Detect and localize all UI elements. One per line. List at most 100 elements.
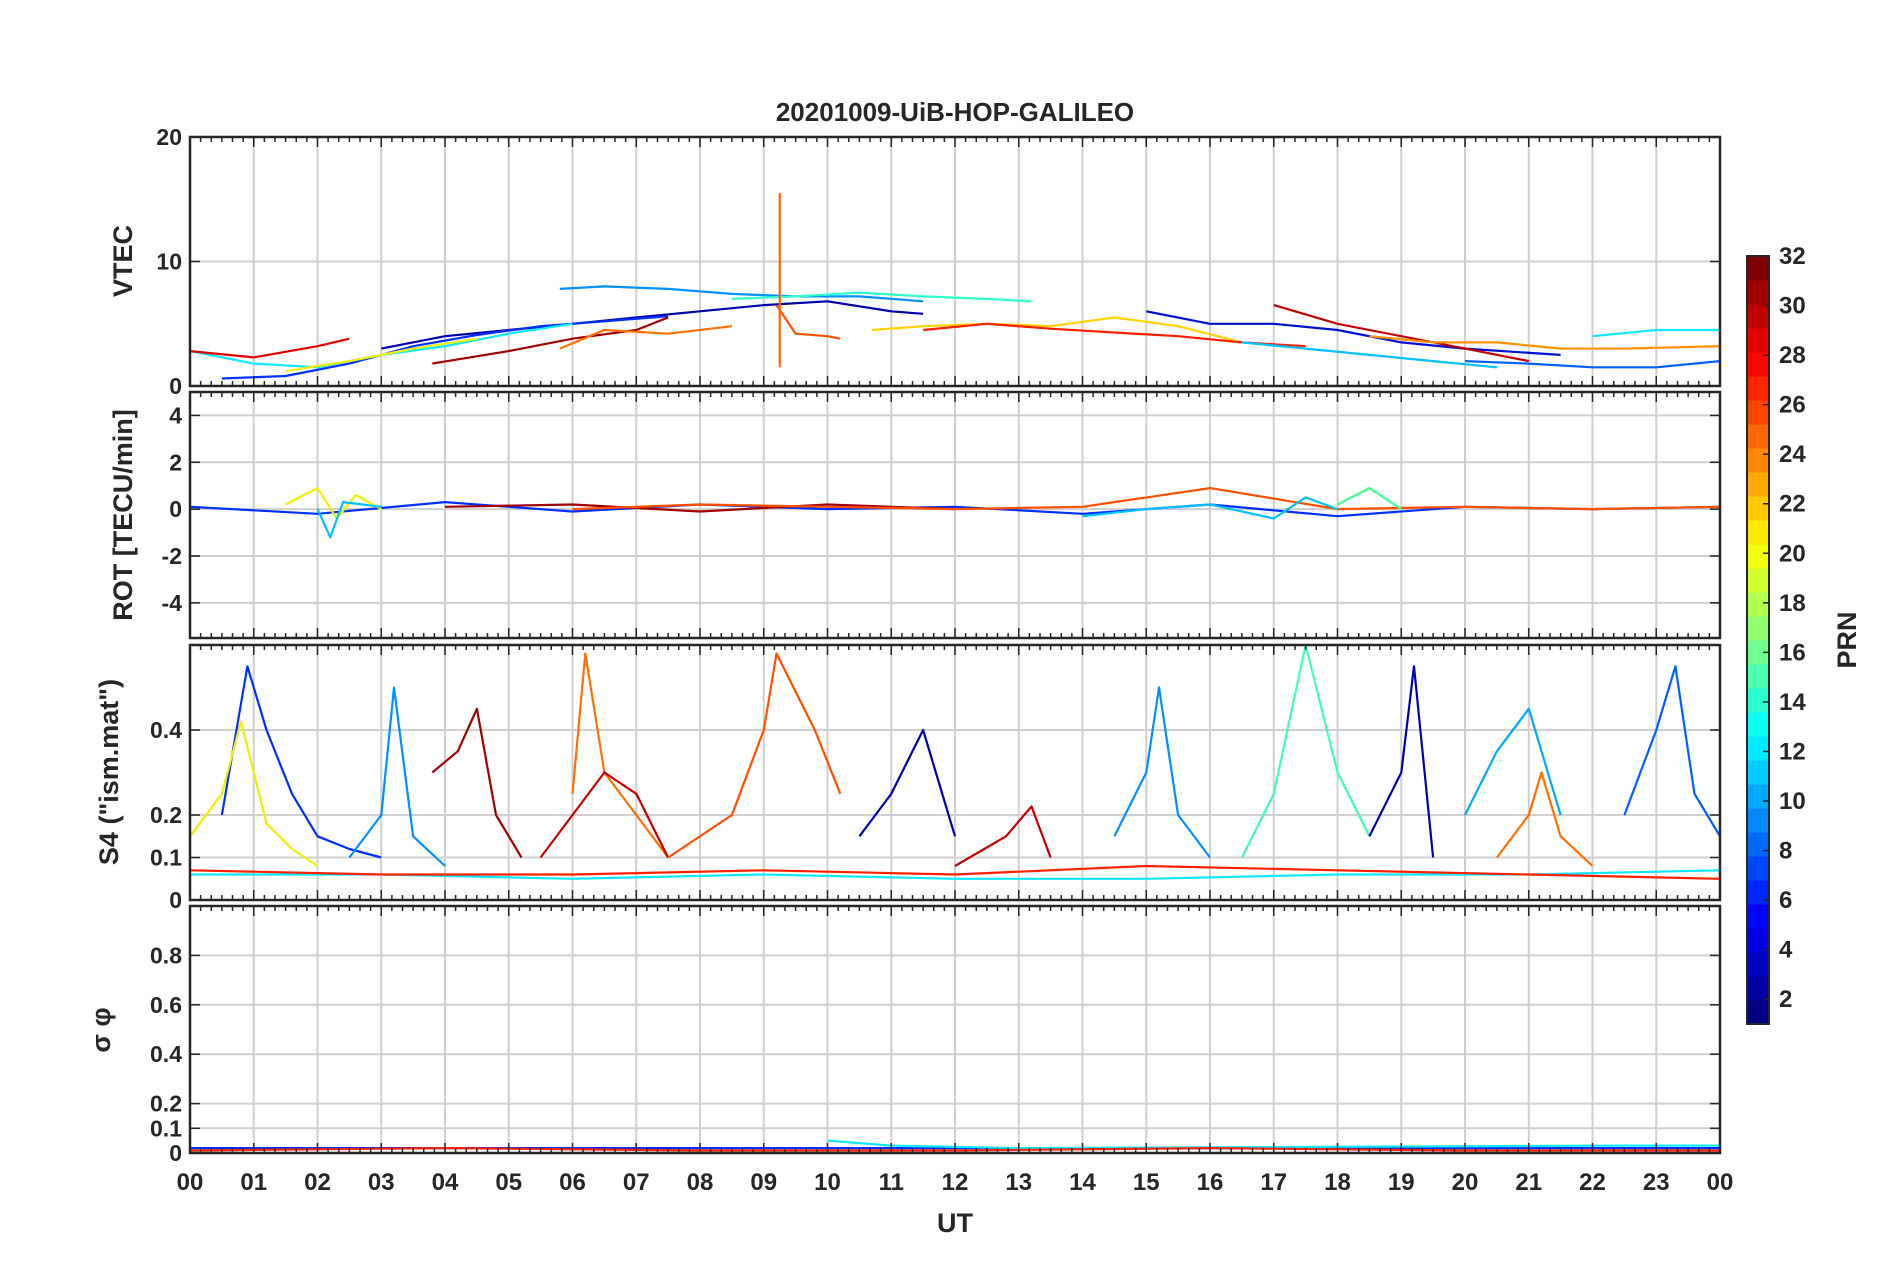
y-tick-label: 0.4 [150, 1041, 182, 1067]
colorbar-tick-label: 14 [1779, 689, 1806, 716]
colorbar-label: PRN [1832, 611, 1862, 668]
x-tick-label: 00 [177, 1169, 204, 1196]
colorbar-swatch [1747, 736, 1769, 761]
series-group [190, 487, 1720, 539]
x-tick-label: 17 [1260, 1169, 1287, 1196]
colorbar-swatch [1747, 352, 1769, 377]
colorbar-swatch [1747, 256, 1769, 281]
colorbar-swatch [1747, 592, 1769, 617]
panel-vtec: 0 10 20 VTEC [108, 124, 1722, 399]
x-tick-label: 00 [1707, 1169, 1734, 1196]
series-line-prn-11 [316, 501, 382, 539]
colorbar-tick-label: 8 [1779, 838, 1792, 865]
x-tick-label: 12 [942, 1169, 969, 1196]
colorbar-tick-label: 4 [1779, 937, 1793, 964]
y-tick-label: 10 [156, 249, 182, 275]
series-line-prn-30 [539, 771, 670, 859]
series-line-prn-21 [872, 316, 1243, 344]
x-tick-label: 11 [879, 1169, 904, 1196]
colorbar-swatch [1747, 616, 1769, 641]
colorbar-swatch [1747, 856, 1769, 881]
series-line-prn-26 [775, 304, 841, 340]
series-line-prn-9 [559, 285, 924, 303]
series-line-prn-2 [1368, 665, 1435, 858]
plot-frame [188, 643, 1722, 902]
colorbar-swatch [1747, 976, 1769, 1001]
plot-frame [188, 135, 1722, 388]
series-line-prn-9 [348, 686, 446, 867]
x-axis: 00 01 02 03 04 05 06 07 08 09 10 11 12 13 14 15 16 17 18 19… [177, 1169, 1734, 1196]
x-tick-label: 13 [1005, 1169, 1032, 1196]
y-tick-label: 0.8 [150, 942, 182, 968]
x-tick-label: 22 [1579, 1169, 1606, 1196]
colorbar-swatch [1747, 544, 1769, 569]
colorbar-swatch [1747, 1000, 1769, 1025]
colorbar-swatch [1747, 688, 1769, 713]
x-tick-label: 03 [368, 1169, 395, 1196]
series-line-prn-2 [858, 728, 957, 837]
x-tick-label: 04 [432, 1169, 459, 1196]
x-tick-label: 02 [304, 1169, 331, 1196]
colorbar-swatch [1747, 904, 1769, 929]
x-axis-label: UT [937, 1208, 973, 1238]
x-tick-label: 09 [750, 1169, 777, 1196]
colorbar-swatch [1747, 712, 1769, 737]
series-line-prn-26 [572, 487, 1720, 511]
colorbar-tick-label: 26 [1779, 392, 1806, 419]
colorbar-swatch [1747, 928, 1769, 953]
colorbar-tick-label: 16 [1779, 639, 1806, 666]
colorbar-tick-label: 2 [1779, 986, 1792, 1013]
y-tick-label: 0 [169, 887, 182, 913]
series-line-prn-12 [190, 869, 1720, 880]
chart-title: 20201009-UiB-HOP-GALILEO [776, 97, 1134, 127]
x-tick-label: 19 [1388, 1169, 1415, 1196]
colorbar-swatch [1747, 448, 1769, 473]
y-tick-label: -4 [162, 590, 183, 616]
colorbar-swatch [1747, 760, 1769, 785]
series-line-prn-31 [432, 316, 669, 365]
x-tick-label: 01 [240, 1169, 267, 1196]
colorbar-swatch [1747, 640, 1769, 665]
series-line-prn-20 [190, 720, 319, 867]
colorbar-swatch [1747, 376, 1769, 401]
plot-frame [188, 390, 1722, 640]
colorbar-tick-label: 22 [1779, 491, 1806, 518]
colorbar-tick-label: 28 [1779, 342, 1806, 369]
y-axis-label: ROT [TECU/min] [108, 409, 138, 620]
x-tick-label: 08 [687, 1169, 714, 1196]
colorbar-swatch [1747, 784, 1769, 809]
colorbar-tick-label: 6 [1779, 887, 1792, 914]
colorbar-swatch [1747, 880, 1769, 905]
x-tick-label: 06 [559, 1169, 586, 1196]
y-axis-label: σ φ [86, 1007, 116, 1052]
panel-sigma_phi: 00.10.2 0.4 0.6 0.8 σ φ [86, 904, 1722, 1166]
x-tick-label: 21 [1515, 1169, 1542, 1196]
y-axis-label: VTEC [108, 225, 138, 297]
y-tick-label: 20 [156, 124, 182, 150]
y-tick-label: 0.2 [150, 802, 182, 828]
series-line-prn-30 [1273, 304, 1530, 363]
series-line-prn-16 [1336, 487, 1402, 511]
panel-s4: 0 0.1 0.2 0.4 S4 ("ism.mat") [94, 643, 1722, 913]
colorbar-swatch [1747, 304, 1769, 329]
plot-frame [188, 904, 1722, 1155]
series-line-prn-12 [1592, 328, 1720, 338]
series-line-prn-10 [1464, 707, 1562, 816]
series-line-prn-4 [220, 665, 382, 859]
y-tick-label: -2 [162, 543, 182, 569]
series-line-prn-28 [190, 864, 1720, 880]
series-line-prn-20 [285, 337, 478, 373]
x-tick-label: 20 [1452, 1169, 1479, 1196]
colorbar-swatch [1747, 952, 1769, 977]
series-line-prn-4 [221, 315, 669, 380]
series-group [190, 193, 1720, 380]
series-line-prn-6 [1464, 360, 1720, 369]
colorbar-swatch [1747, 832, 1769, 857]
x-tick-label: 23 [1643, 1169, 1670, 1196]
series-group [190, 645, 1720, 880]
x-tick-label: 18 [1324, 1169, 1351, 1196]
colorbar-tick-label: 30 [1779, 293, 1806, 320]
